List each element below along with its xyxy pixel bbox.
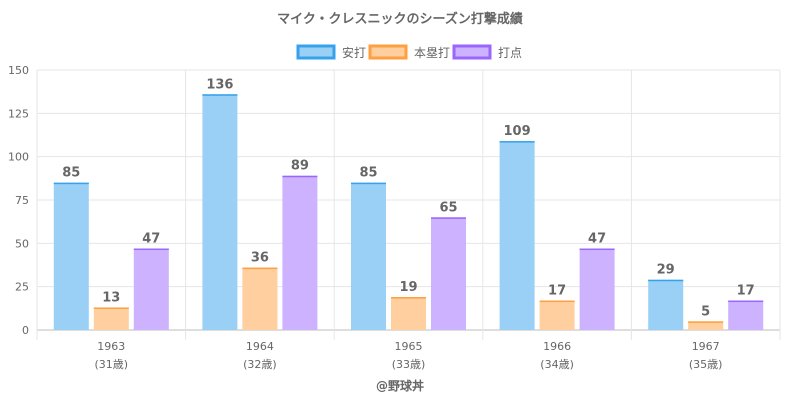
bar-3 <box>133 248 169 330</box>
bar-top-edge <box>53 182 89 185</box>
legend-label: 本塁打 <box>414 46 450 60</box>
data-labels: 85 13 47 136 36 89 85 19 65 109 17 47 29 5 17 <box>62 77 754 319</box>
bar-top-edge <box>242 267 278 270</box>
x-tick-label: 1963 <box>97 340 125 353</box>
data-label: 47 <box>142 232 160 247</box>
bar-top-edge <box>351 182 386 185</box>
bar-3 <box>431 217 466 330</box>
bar-1 <box>648 279 684 330</box>
bar-2 <box>242 267 278 330</box>
x-tick-sublabel: (34歳) <box>540 358 574 371</box>
y-tick-label: 75 <box>15 194 29 207</box>
x-tick-sublabel: (33歳) <box>392 358 426 371</box>
bar-top-edge <box>93 307 129 309</box>
data-label: 19 <box>399 280 417 295</box>
data-label: 65 <box>439 200 457 215</box>
credit-label: @野球丼 <box>376 378 424 393</box>
data-label: 29 <box>657 263 675 278</box>
legend-swatch <box>368 44 408 60</box>
x-tick-sublabel: (35歳) <box>689 358 723 371</box>
bar-top-edge <box>499 141 535 143</box>
bars <box>53 94 764 331</box>
axes: 02550751001251501963(31歳)1964(32歳)1965(3… <box>8 64 722 371</box>
y-tick-label: 100 <box>8 151 29 164</box>
bar-top-edge <box>391 297 426 299</box>
bar-1 <box>499 141 535 330</box>
bar-top-edge <box>202 94 238 96</box>
y-tick-label: 0 <box>22 324 29 337</box>
data-label: 17 <box>548 284 566 299</box>
legend-item-1[interactable]: 安打 <box>296 44 366 60</box>
x-tick-sublabel: (31歳) <box>95 358 129 371</box>
legend-swatch <box>296 44 336 60</box>
x-tick-sublabel: (32歳) <box>243 358 277 371</box>
x-tick-label: 1966 <box>543 340 571 353</box>
legend-label: 安打 <box>342 45 366 60</box>
legend-item-2[interactable]: 本塁打 <box>368 44 450 60</box>
bar-2 <box>688 321 724 330</box>
bar-2 <box>539 300 575 330</box>
data-label: 85 <box>359 166 377 181</box>
data-label: 85 <box>62 166 80 181</box>
bar-3 <box>579 248 615 330</box>
data-label: 17 <box>737 284 755 299</box>
bar-top-edge <box>282 175 318 178</box>
bar-3 <box>728 300 764 330</box>
bar-3 <box>282 175 318 330</box>
bar-top-edge <box>648 279 684 282</box>
data-label: 109 <box>504 124 531 139</box>
x-tick-label: 1964 <box>246 340 274 353</box>
bar-top-edge <box>579 248 615 251</box>
bar-2 <box>93 307 129 330</box>
y-tick-label: 150 <box>8 64 29 77</box>
data-label: 89 <box>291 159 309 174</box>
bar-top-edge <box>539 300 575 303</box>
data-label: 36 <box>251 251 269 266</box>
legend: 安打 本塁打 打点 <box>296 44 522 60</box>
y-tick-label: 125 <box>8 107 29 120</box>
data-label: 47 <box>588 232 606 247</box>
bar-1 <box>351 182 386 330</box>
data-label: 136 <box>206 77 233 92</box>
bar-top-edge <box>688 321 724 323</box>
x-tick-label: 1967 <box>692 340 720 353</box>
data-label: 13 <box>102 290 120 305</box>
data-label: 5 <box>701 304 710 319</box>
bar-1 <box>202 94 238 331</box>
chart-title: マイク・クレスニックのシーズン打撃成績 <box>277 11 523 27</box>
bar-top-edge <box>431 217 466 219</box>
legend-label: 打点 <box>498 46 522 60</box>
legend-swatch <box>452 44 492 60</box>
bar-top-edge <box>133 248 169 251</box>
bar-top-edge <box>728 300 764 303</box>
x-tick-label: 1965 <box>395 340 423 353</box>
y-tick-label: 50 <box>15 237 29 250</box>
bar-1 <box>53 182 89 330</box>
bar-2 <box>391 297 426 330</box>
legend-item-3[interactable]: 打点 <box>452 44 522 60</box>
y-tick-label: 25 <box>15 281 29 294</box>
